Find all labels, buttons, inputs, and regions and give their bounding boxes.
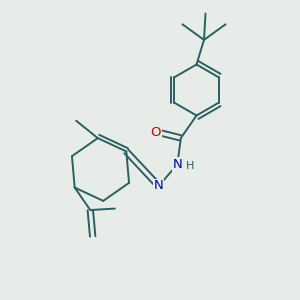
Text: N: N (172, 158, 182, 171)
Text: O: O (150, 126, 161, 139)
Text: N: N (154, 179, 164, 193)
Text: H: H (186, 161, 194, 171)
